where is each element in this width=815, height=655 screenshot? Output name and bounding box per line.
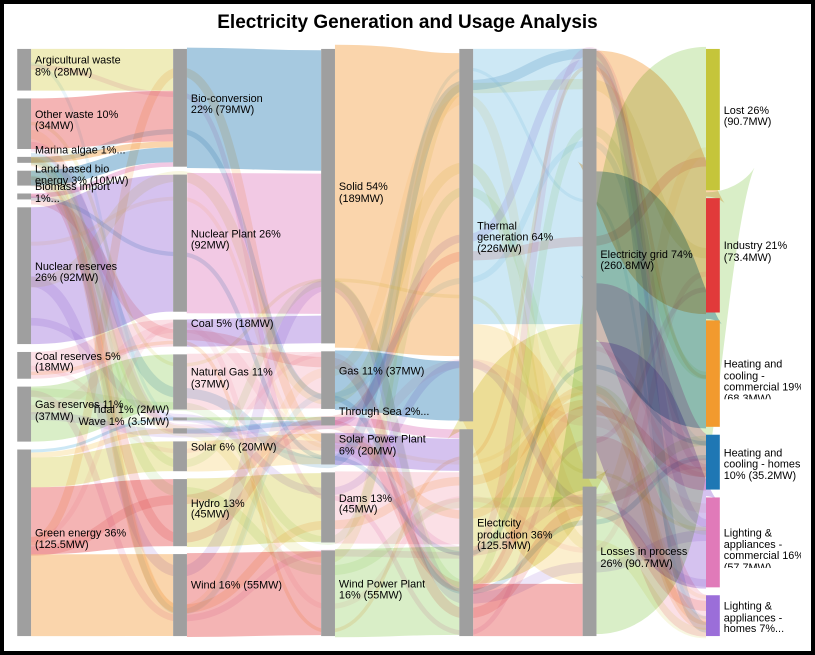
node-label: Industry 21% (73.4MW): [724, 242, 801, 265]
sankey-node[interactable]: [459, 49, 473, 421]
node-label: Lighting & appliances - homes 7%...: [724, 602, 801, 636]
node-label: Wave 1% (3.5MW): [75, 417, 169, 428]
node-label: Thermal generation 64% (226MW): [477, 221, 571, 255]
sankey-node[interactable]: [17, 157, 31, 163]
sankey-node[interactable]: [173, 417, 187, 420]
node-label: Lost 26% (90.7MW): [724, 106, 801, 129]
sankey-node[interactable]: [17, 387, 31, 442]
sankey-chart: Argicultural waste 8% (28MW) Other waste …: [14, 44, 801, 641]
node-label: Hydro 13% (45MW): [191, 499, 285, 522]
sankey-node[interactable]: [706, 497, 720, 587]
sankey-link: [596, 120, 706, 562]
node-label: Electricity grid 74% (260.8MW): [600, 250, 694, 273]
node-label: Wind Power Plant 16% (55MW): [339, 579, 433, 602]
sankey-node[interactable]: [173, 320, 187, 347]
sankey-node[interactable]: [173, 354, 187, 409]
node-label: Argicultural waste 8% (28MW): [35, 56, 129, 79]
node-label: Heating and cooling - commercial 19% (68…: [724, 360, 801, 399]
node-label: Nuclear Plant 26% (92MW): [191, 229, 285, 252]
sankey-node[interactable]: [173, 554, 187, 636]
sankey-node[interactable]: [706, 320, 720, 426]
node-label: Biomass import 1%...: [35, 183, 129, 206]
node-label: Tidal 1% (2MW): [75, 405, 169, 416]
sankey-node[interactable]: [17, 49, 31, 91]
node-label: Other waste 10% (34MW): [35, 110, 129, 133]
node-label: Heating and cooling - homes 10% (35.2MW): [724, 448, 801, 482]
node-label: Through Sea 2%...: [339, 407, 433, 418]
sankey-node[interactable]: [706, 198, 720, 312]
node-label: Nuclear reserves 26% (92MW): [35, 262, 129, 285]
node-label: Marina algae 1%...: [35, 146, 129, 157]
sankey-node[interactable]: [173, 479, 187, 546]
node-label: Solar Power Plant 6% (20MW): [339, 435, 433, 458]
node-label: Bio-conversion 22% (79MW): [191, 94, 285, 117]
node-label: Coal reserves 5% (18MW): [35, 352, 129, 375]
node-label: Wind 16% (55MW): [191, 581, 285, 592]
sankey-node[interactable]: [17, 450, 31, 637]
sankey-node[interactable]: [583, 487, 597, 636]
sankey-node[interactable]: [583, 49, 597, 479]
sankey-node[interactable]: [17, 171, 31, 186]
sankey-node[interactable]: [321, 49, 335, 343]
sankey-node[interactable]: [321, 351, 335, 409]
sankey-node[interactable]: [17, 193, 31, 199]
node-label: Gas 11% (37MW): [339, 366, 433, 377]
sankey-node[interactable]: [706, 435, 720, 490]
sankey-node[interactable]: [459, 429, 473, 636]
node-label: Electrcity production 36% (125.5MW): [477, 519, 571, 553]
sankey-node[interactable]: [321, 472, 335, 542]
node-label: Coal 5% (18MW): [191, 319, 285, 330]
sankey-node[interactable]: [173, 49, 187, 167]
sankey-link: [31, 456, 173, 472]
sankey-node[interactable]: [321, 550, 335, 636]
sankey-node[interactable]: [17, 352, 31, 379]
sankey-node[interactable]: [321, 433, 335, 464]
sankey-link: [31, 513, 173, 521]
sankey-node[interactable]: [173, 428, 187, 433]
sankey-node[interactable]: [17, 207, 31, 344]
sankey-node[interactable]: [173, 441, 187, 471]
sankey-node[interactable]: [321, 417, 335, 426]
sankey-node[interactable]: [173, 175, 187, 312]
node-label: Green energy 36% (125.5MW): [35, 529, 129, 552]
sankey-node[interactable]: [706, 49, 720, 190]
chart-title: Electricity Generation and Usage Analysi…: [4, 12, 811, 34]
sankey-node[interactable]: [17, 98, 31, 149]
node-label: Losses in process 26% (90.7MW): [600, 548, 694, 571]
sankey-node[interactable]: [706, 595, 720, 636]
node-label: Lighting & appliances - commercial 16% (…: [724, 529, 801, 568]
node-label: Solar 6% (20MW): [191, 442, 285, 453]
node-label: Dams 13% (45MW): [339, 494, 433, 517]
node-label: Solid 54% (189MW): [339, 182, 433, 205]
node-label: Natural Gas 11% (37MW): [191, 368, 285, 391]
